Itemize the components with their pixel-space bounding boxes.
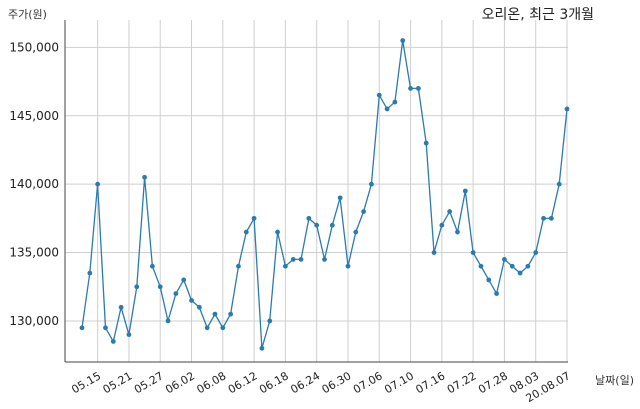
data-point: [478, 263, 484, 269]
data-point: [322, 257, 327, 262]
data-point: [548, 215, 554, 221]
data-point: [212, 311, 218, 317]
data-point: [118, 304, 124, 310]
data-point: [79, 325, 85, 331]
data-point: [282, 263, 288, 269]
data-point: [251, 215, 257, 221]
x-tick-label: 05.15: [69, 369, 103, 396]
data-point: [392, 99, 398, 105]
x-tick-label: 06.12: [226, 369, 260, 396]
price-series: [79, 38, 570, 351]
grid-lines: [65, 20, 568, 362]
y-tick-label: 135,000: [9, 246, 59, 260]
data-point: [345, 263, 351, 269]
data-point: [329, 222, 335, 228]
data-point: [337, 195, 343, 201]
data-point: [439, 222, 445, 228]
data-point: [259, 345, 265, 351]
x-tick-label: 07.22: [445, 369, 479, 396]
data-point: [494, 291, 499, 296]
data-point: [384, 106, 390, 112]
data-point: [462, 188, 468, 194]
y-axis-label: 주가(원): [8, 8, 47, 21]
x-tick-label: 07.28: [476, 369, 510, 396]
x-tick-label: 07.10: [382, 369, 416, 396]
data-point: [564, 106, 570, 112]
data-point: [142, 174, 147, 180]
data-point: [267, 318, 273, 324]
x-tick-label: 06.24: [288, 369, 322, 396]
x-tick-label: 06.18: [257, 369, 291, 396]
data-point: [243, 229, 249, 235]
data-point: [369, 181, 374, 187]
data-point: [126, 332, 132, 338]
data-point: [400, 38, 406, 43]
y-tick-label: 150,000: [9, 40, 59, 54]
data-point: [431, 250, 437, 255]
data-point: [181, 277, 187, 283]
x-tick-label: 06.08: [195, 369, 229, 396]
data-point: [290, 257, 296, 262]
data-point: [533, 250, 539, 255]
data-point: [517, 270, 523, 276]
y-tick-label: 145,000: [9, 109, 59, 123]
axes: [64, 20, 568, 363]
data-point: [228, 311, 234, 317]
data-point: [509, 263, 515, 269]
data-point: [447, 209, 453, 214]
data-point: [361, 209, 367, 214]
data-point: [408, 86, 413, 91]
data-point: [455, 229, 460, 235]
data-point: [103, 325, 108, 331]
chart-title: 오리온, 최근 3개월: [481, 7, 594, 23]
x-tick-label: 06.30: [320, 369, 354, 396]
price-line: [81, 40, 568, 349]
data-point: [236, 263, 241, 269]
data-point: [423, 140, 429, 146]
data-point: [275, 229, 280, 235]
data-point: [556, 181, 562, 187]
data-point: [173, 291, 179, 296]
x-tick-label: 07.16: [414, 369, 448, 396]
data-point: [470, 250, 476, 255]
x-axis-label: 날짜(일): [595, 374, 634, 387]
data-point: [95, 181, 101, 187]
data-point: [353, 229, 359, 235]
data-point: [376, 92, 382, 98]
x-tick-label: 05.27: [132, 369, 166, 396]
data-point: [220, 325, 226, 331]
x-tick-labels: 05.1505.2105.2706.0206.0806.1206.1806.24…: [69, 369, 572, 405]
data-point: [165, 318, 171, 324]
y-tick-labels: 130,000 135,000 140,000 145,000 150,000: [9, 40, 59, 328]
data-point: [87, 270, 93, 276]
data-point: [196, 304, 202, 310]
data-point: [306, 215, 312, 221]
x-tick-label: 05.21: [101, 369, 135, 396]
data-point: [415, 86, 421, 91]
data-point: [541, 215, 546, 221]
data-point: [189, 298, 194, 303]
data-point: [157, 284, 163, 290]
x-tick-label: 06.02: [163, 369, 197, 396]
data-point: [134, 284, 140, 290]
y-tick-label: 130,000: [9, 314, 59, 328]
data-point: [110, 339, 116, 344]
data-point: [525, 263, 531, 269]
data-point: [486, 277, 492, 283]
data-point: [204, 325, 210, 331]
data-point: [150, 263, 155, 269]
data-point: [502, 257, 507, 262]
y-tick-label: 140,000: [9, 177, 59, 191]
data-point: [298, 257, 304, 262]
data-point: [314, 222, 320, 228]
x-tick-label: 07.06: [351, 369, 385, 396]
